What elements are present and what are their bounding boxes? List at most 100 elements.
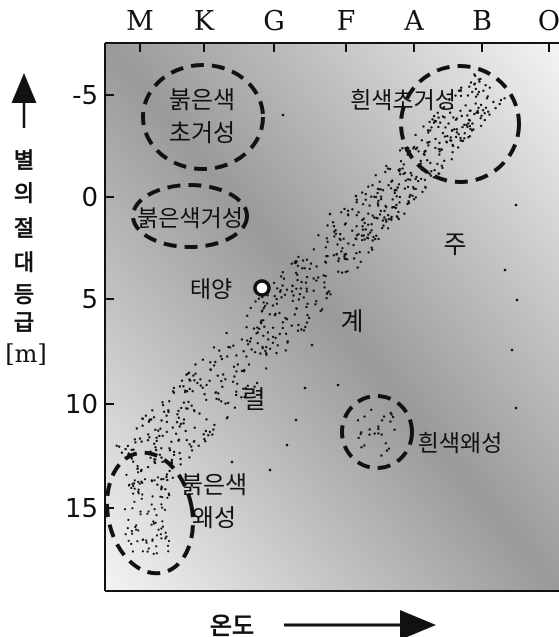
star-dot xyxy=(205,418,208,421)
star-dot xyxy=(346,270,349,273)
star-dot xyxy=(137,480,140,483)
star-dot xyxy=(457,89,461,93)
star-dot xyxy=(429,161,432,165)
star-dot xyxy=(139,469,143,473)
star-dot xyxy=(236,363,239,366)
star-dot xyxy=(295,307,298,310)
star-dot xyxy=(477,106,480,110)
red-dwarf-label-1: 붉은색 xyxy=(181,471,247,499)
star-dot xyxy=(171,476,174,479)
star-dot xyxy=(381,219,385,222)
star-dot xyxy=(437,147,441,151)
star-dot xyxy=(473,73,476,76)
star-dot xyxy=(430,126,433,129)
star-dot xyxy=(191,390,194,393)
star-dot xyxy=(159,427,162,430)
red-dwarf-label-2: 왜성 xyxy=(192,504,236,532)
star-dot xyxy=(373,216,376,219)
star-dot xyxy=(295,287,298,290)
star-dot xyxy=(305,275,309,279)
star-dot xyxy=(441,166,444,170)
star-dot xyxy=(134,525,137,529)
star-dot xyxy=(246,343,250,346)
star-dot xyxy=(152,552,155,556)
white-supergiant-label: 흰색초거성 xyxy=(350,88,456,114)
star-dot xyxy=(165,475,168,479)
star-dot xyxy=(333,230,336,233)
star-dot xyxy=(180,379,184,382)
star-dot xyxy=(466,125,469,128)
star-dot xyxy=(312,277,315,280)
star-dot xyxy=(419,159,422,163)
star-dot xyxy=(367,233,370,236)
star-dot xyxy=(187,400,190,404)
star-dot xyxy=(307,316,311,320)
star-dot xyxy=(346,209,350,212)
star-dot xyxy=(284,316,287,320)
star-dot xyxy=(406,185,410,189)
star-dot xyxy=(188,378,191,381)
star-dot xyxy=(283,293,287,296)
star-dot xyxy=(443,159,446,162)
star-dot xyxy=(301,259,305,262)
star-dot xyxy=(139,510,142,513)
star-dot xyxy=(395,195,398,198)
star-dot xyxy=(225,331,228,335)
star-dot xyxy=(399,160,403,163)
star-dot xyxy=(393,189,396,192)
red-supergiant-outline xyxy=(141,63,265,171)
class-label-m: M xyxy=(126,6,154,37)
star-dot xyxy=(178,425,181,428)
star-dot xyxy=(308,267,311,271)
star-dot xyxy=(184,390,187,394)
star-dot xyxy=(370,223,373,226)
star-dot xyxy=(219,355,222,358)
star-dot xyxy=(155,545,158,548)
star-dot xyxy=(481,109,485,112)
star-dot xyxy=(178,385,182,388)
star-dot xyxy=(343,207,346,211)
star-dot xyxy=(450,106,454,110)
star-dot xyxy=(317,276,320,279)
star-dot xyxy=(175,421,179,424)
class-label-o: O xyxy=(538,6,559,37)
star-dot xyxy=(398,168,402,171)
y-label-unit: [m] xyxy=(5,340,46,368)
star-dot xyxy=(377,199,380,203)
star-dot xyxy=(264,349,267,353)
star-dot xyxy=(258,327,261,331)
star-dot xyxy=(426,129,430,132)
star-dot xyxy=(382,224,385,227)
star-dot xyxy=(245,326,248,329)
star-dot xyxy=(135,524,138,527)
star-dot xyxy=(450,158,453,161)
star-dot xyxy=(136,464,139,468)
star-dot xyxy=(422,152,426,156)
star-dot xyxy=(412,198,416,201)
star-dot xyxy=(202,433,205,436)
star-dot xyxy=(207,434,210,437)
star-dot xyxy=(196,381,199,385)
star-dot xyxy=(145,541,148,544)
star-dot xyxy=(176,413,179,416)
star-dot xyxy=(461,139,465,143)
star-dot xyxy=(249,306,252,310)
star-dot xyxy=(337,270,340,273)
region-outlines xyxy=(105,63,521,576)
star-dot xyxy=(324,261,328,264)
star-dot xyxy=(132,448,135,451)
star-dot xyxy=(389,420,392,423)
star-dot xyxy=(457,146,460,149)
star-dot xyxy=(326,240,329,243)
star-dot xyxy=(454,94,457,97)
star-dot xyxy=(125,473,128,476)
star-dot xyxy=(148,436,151,439)
star-dot xyxy=(147,547,150,550)
star-dot xyxy=(393,428,396,431)
star-dot xyxy=(297,255,300,259)
star-dot xyxy=(271,335,275,339)
star-dot xyxy=(192,374,195,377)
star-dot xyxy=(140,497,143,500)
star-dot xyxy=(414,133,417,137)
star-dot xyxy=(394,206,398,210)
